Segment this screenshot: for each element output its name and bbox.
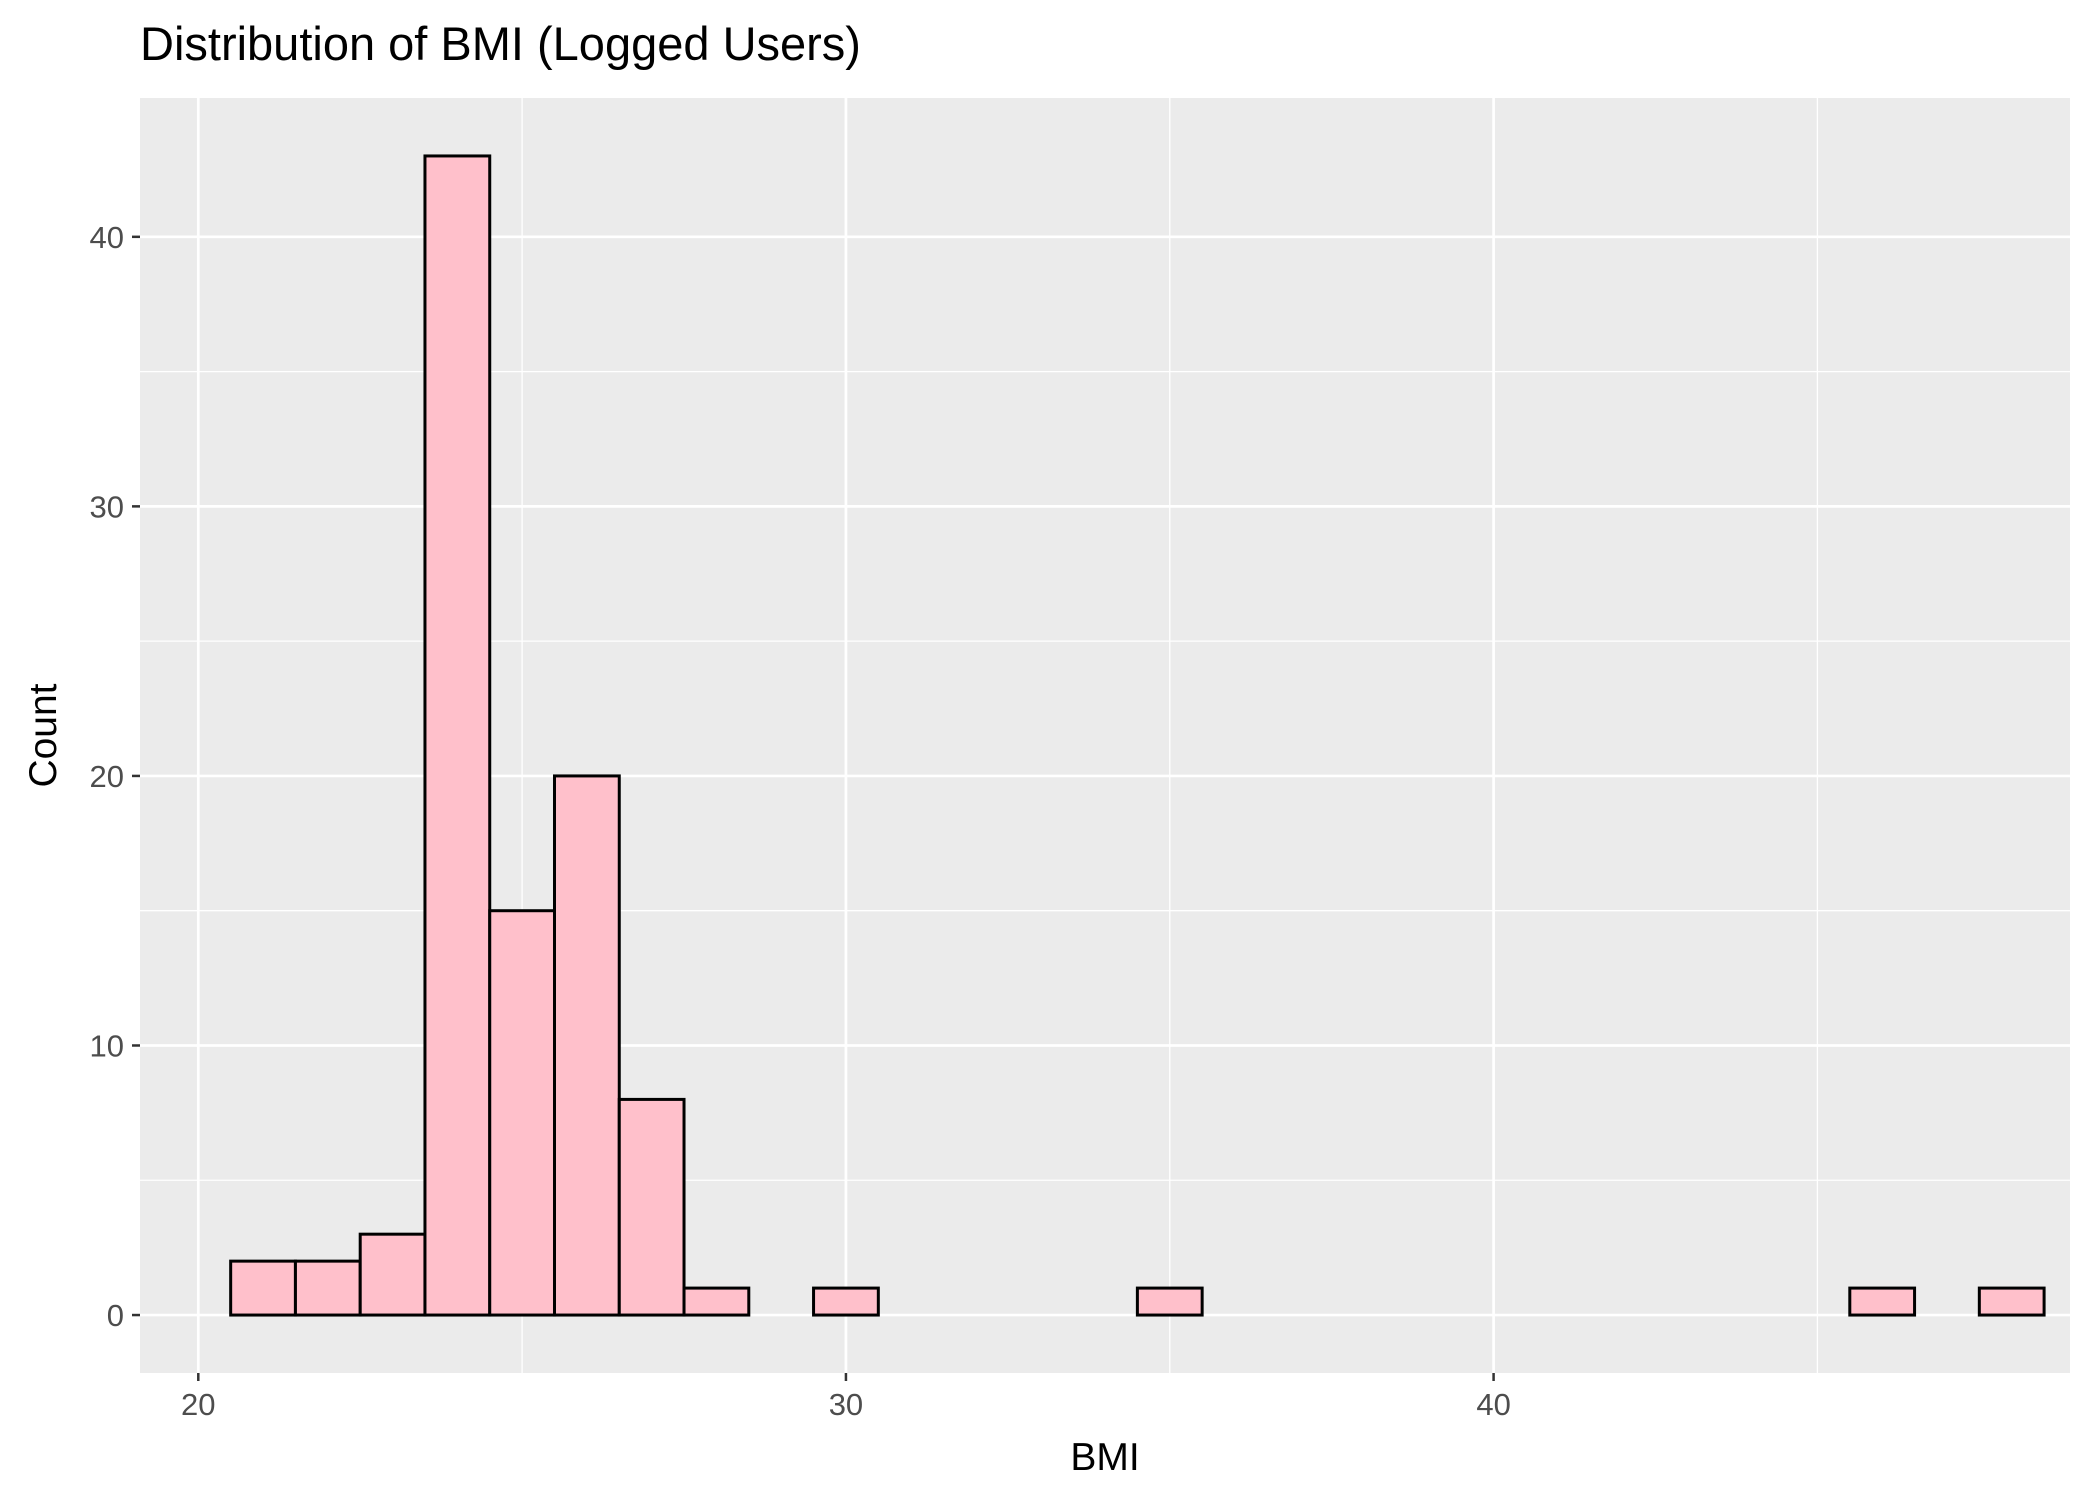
- y-tick-label: 30: [90, 489, 124, 524]
- y-axis: 0 10 20 30 40: [90, 220, 140, 1333]
- histogram-bar: [1135, 1286, 1204, 1317]
- chart-title: Distribution of BMI (Logged Users): [140, 17, 861, 70]
- y-tick-label: 20: [90, 759, 124, 794]
- y-tick-label: 0: [107, 1298, 124, 1333]
- x-tick-label: 40: [1476, 1387, 1510, 1422]
- histogram-bar: [423, 154, 492, 1317]
- y-axis-title: Count: [22, 683, 65, 787]
- histogram-bar: [488, 909, 556, 1317]
- y-tick-label: 10: [90, 1028, 124, 1063]
- x-tick-label: 20: [181, 1387, 215, 1422]
- histogram-bar: [358, 1232, 427, 1317]
- histogram-bar: [617, 1097, 686, 1317]
- histogram-bar: [1977, 1286, 2046, 1317]
- x-tick-label: 30: [829, 1387, 863, 1422]
- histogram-bar: [229, 1259, 297, 1317]
- histogram-bar: [812, 1286, 880, 1317]
- x-axis-title: BMI: [1070, 1436, 1139, 1479]
- histogram-bars: [229, 154, 2046, 1317]
- y-tick-label: 40: [90, 220, 124, 255]
- histogram-bar: [293, 1259, 362, 1317]
- x-axis: 20 30 40: [181, 1373, 1511, 1422]
- histogram-bar: [552, 774, 621, 1317]
- histogram-bar: [1848, 1286, 1917, 1317]
- histogram-bar: [682, 1286, 751, 1317]
